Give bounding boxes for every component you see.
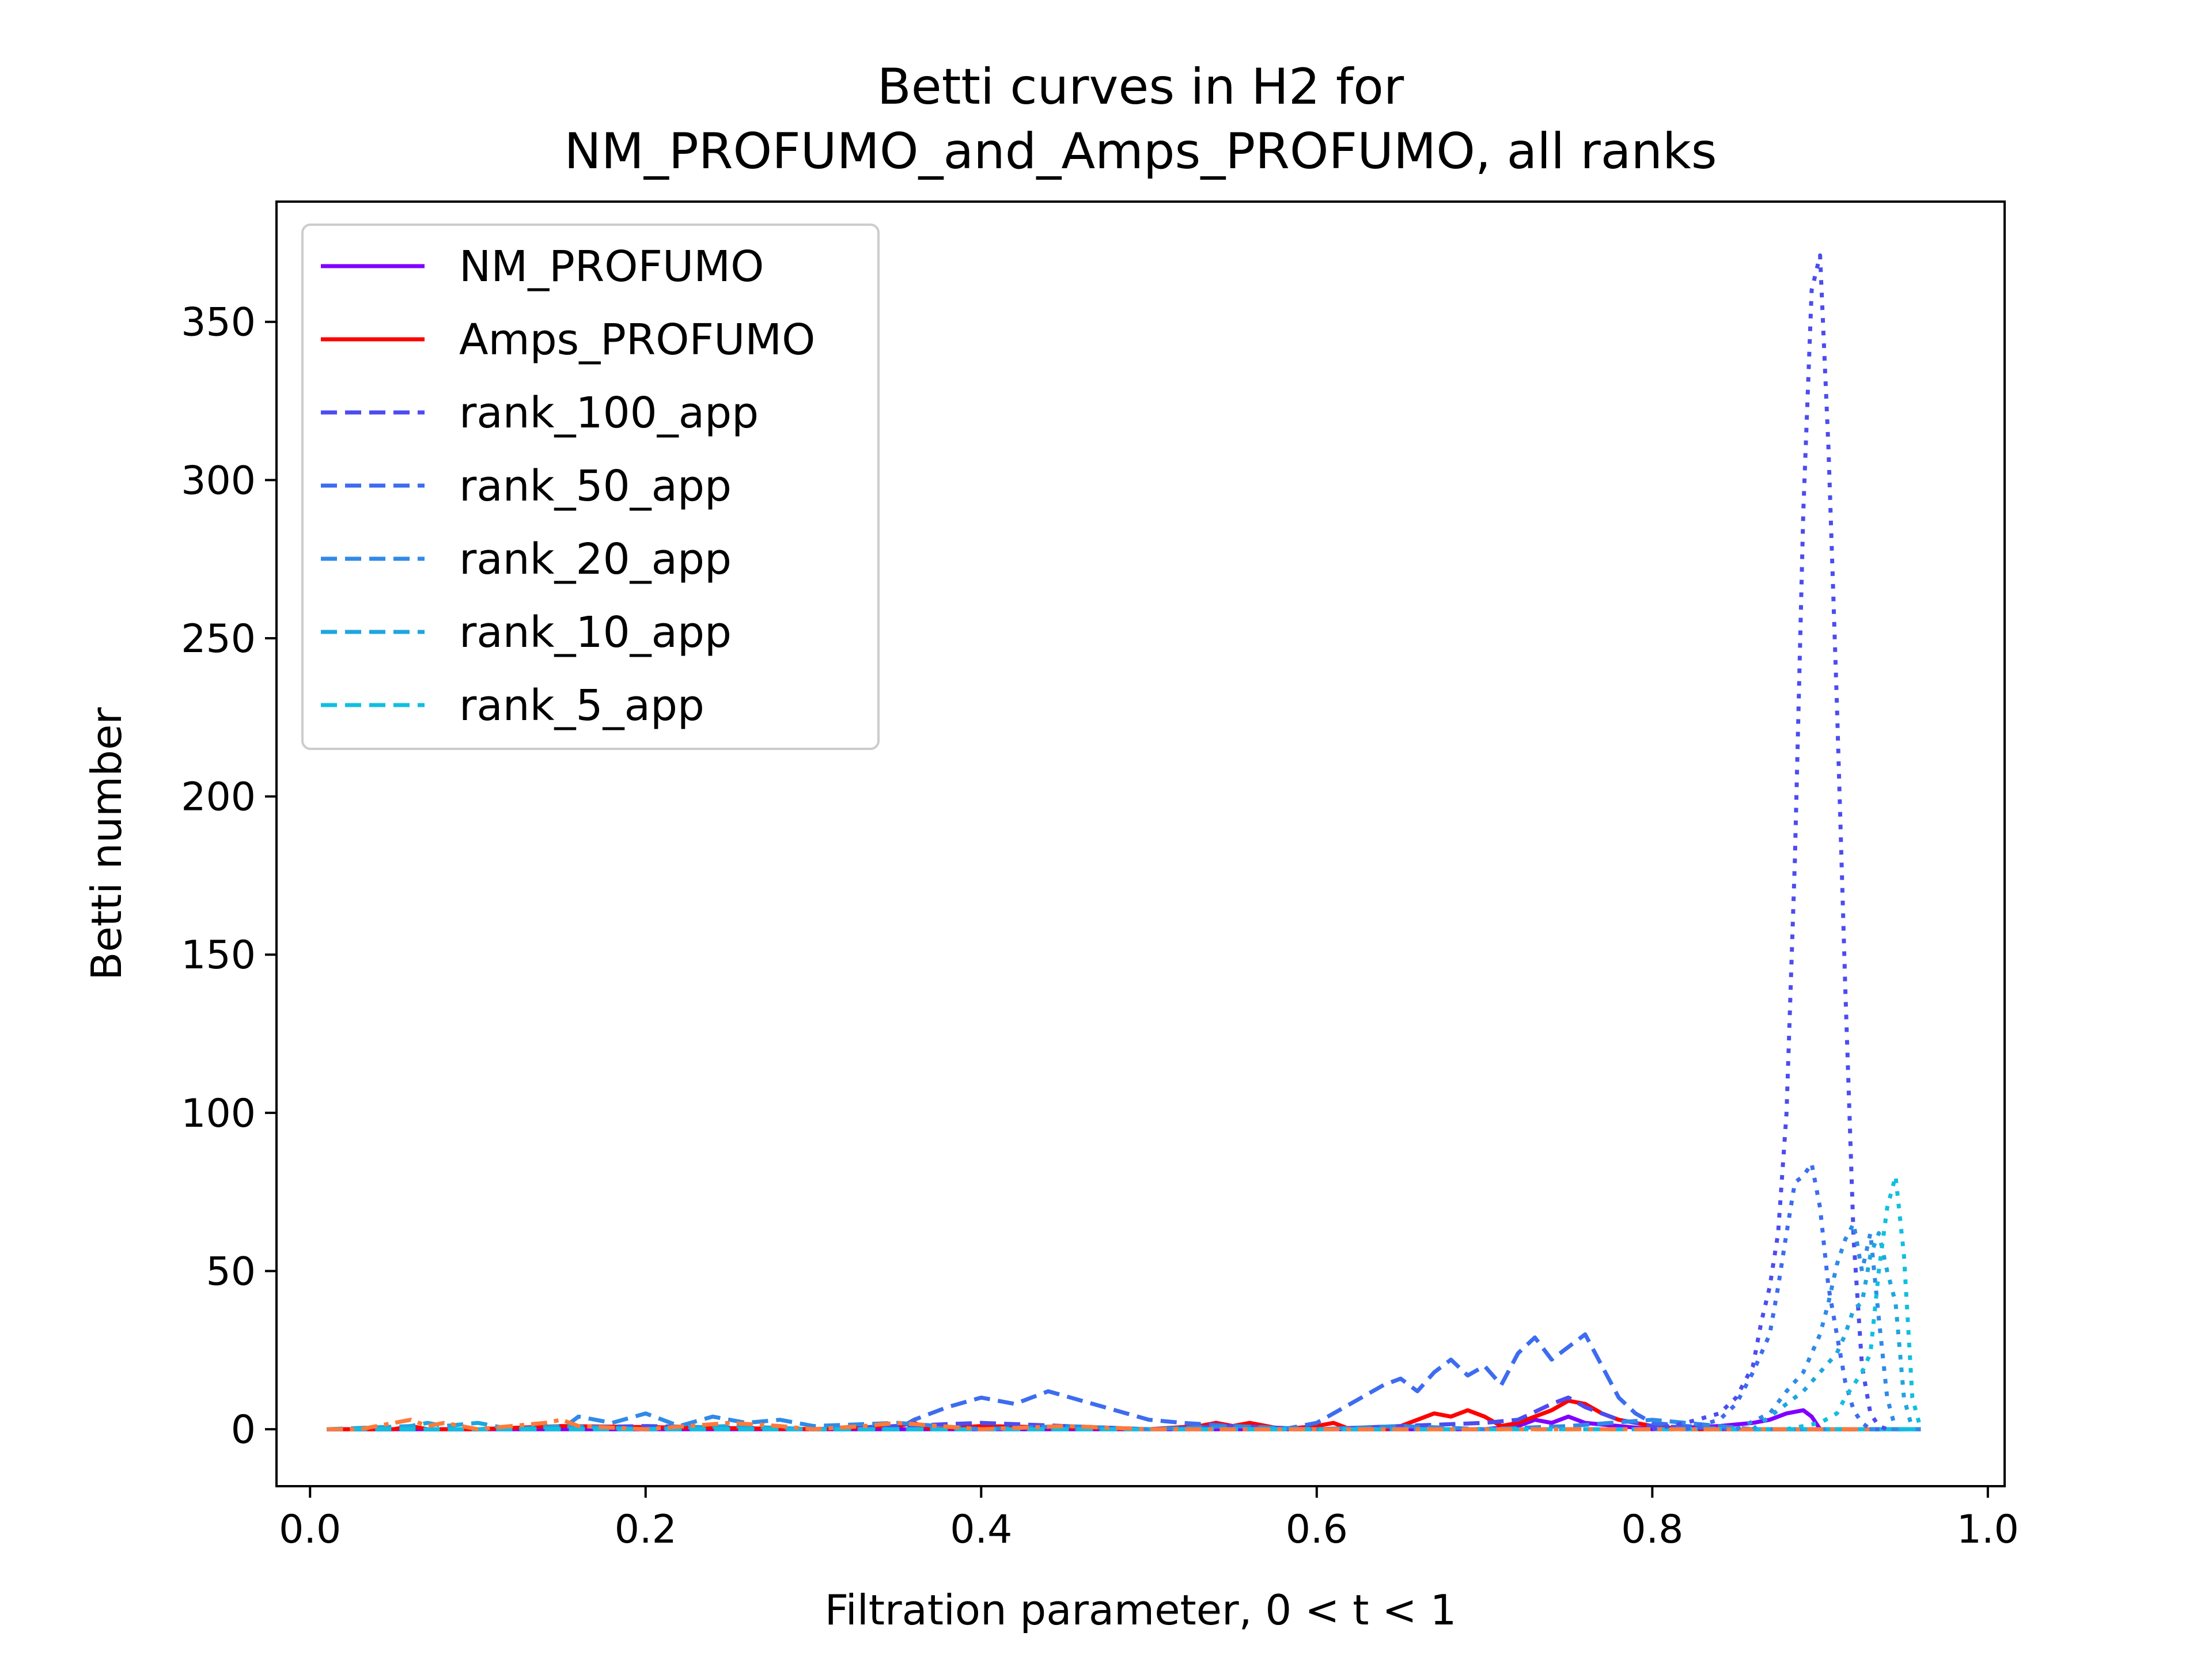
legend-label: rank_20_app — [459, 535, 732, 584]
x-tick-label: 0.4 — [950, 1507, 1012, 1552]
y-tick-label: 250 — [181, 616, 256, 662]
x-tick-label: 1.0 — [1957, 1507, 2019, 1552]
y-axis-ticks: 0 50 100 150 200 250 300 350 — [181, 300, 276, 1453]
legend-label: rank_50_app — [459, 461, 732, 511]
legend: NM_PROFUMO Amps_PROFUMO rank_100_app rank_5… — [301, 224, 880, 750]
y-tick-label: 50 — [206, 1249, 256, 1295]
legend-label: rank_10_app — [459, 608, 732, 657]
series-line-unlabeled-dotted-11 — [1751, 1231, 1915, 1431]
x-tick-label: 0.6 — [1286, 1507, 1348, 1552]
series-line-unlabeled-dotted-9 — [1685, 1161, 1888, 1431]
series-line-unlabeled-dotted-12 — [1786, 1174, 1923, 1431]
legend-label: NM_PROFUMO — [459, 242, 764, 291]
y-tick-label: 350 — [181, 300, 256, 346]
legend-label: Amps_PROFUMO — [459, 315, 815, 365]
legend-label: rank_5_app — [459, 681, 704, 730]
series-line-unlabeled-dotted-8 — [1652, 253, 1888, 1431]
chart-subtitle: NM_PROFUMO_and_Amps_PROFUMO, all ranks — [564, 123, 1717, 180]
y-axis-label: Betti number — [82, 707, 131, 980]
y-tick-label: 150 — [181, 933, 256, 978]
y-tick-label: 100 — [181, 1091, 256, 1137]
plot-area-frame — [275, 200, 2006, 1487]
series-line-rank-50-app — [327, 1332, 1921, 1431]
plot-lines — [327, 253, 1923, 1431]
x-axis-label: Filtration parameter, 0 < t < 1 — [825, 1586, 1457, 1634]
series-line-unlabeled-dashdot-7 — [327, 1418, 1870, 1431]
chart-title: Betti curves in H2 for — [877, 58, 1404, 116]
y-tick-label: 0 — [231, 1407, 256, 1453]
x-tick-label: 0.0 — [279, 1507, 341, 1552]
y-tick-label: 200 — [181, 775, 256, 820]
x-tick-label: 0.8 — [1621, 1507, 1683, 1552]
y-tick-label: 300 — [181, 458, 256, 503]
x-tick-label: 0.2 — [615, 1507, 677, 1552]
legend-box — [301, 224, 880, 750]
legend-label: rank_100_app — [459, 388, 759, 438]
x-axis-ticks: 0.0 0.2 0.4 0.6 0.8 1.0 — [279, 1486, 2019, 1552]
series-line-unlabeled-dotted-10 — [1735, 1221, 1898, 1431]
